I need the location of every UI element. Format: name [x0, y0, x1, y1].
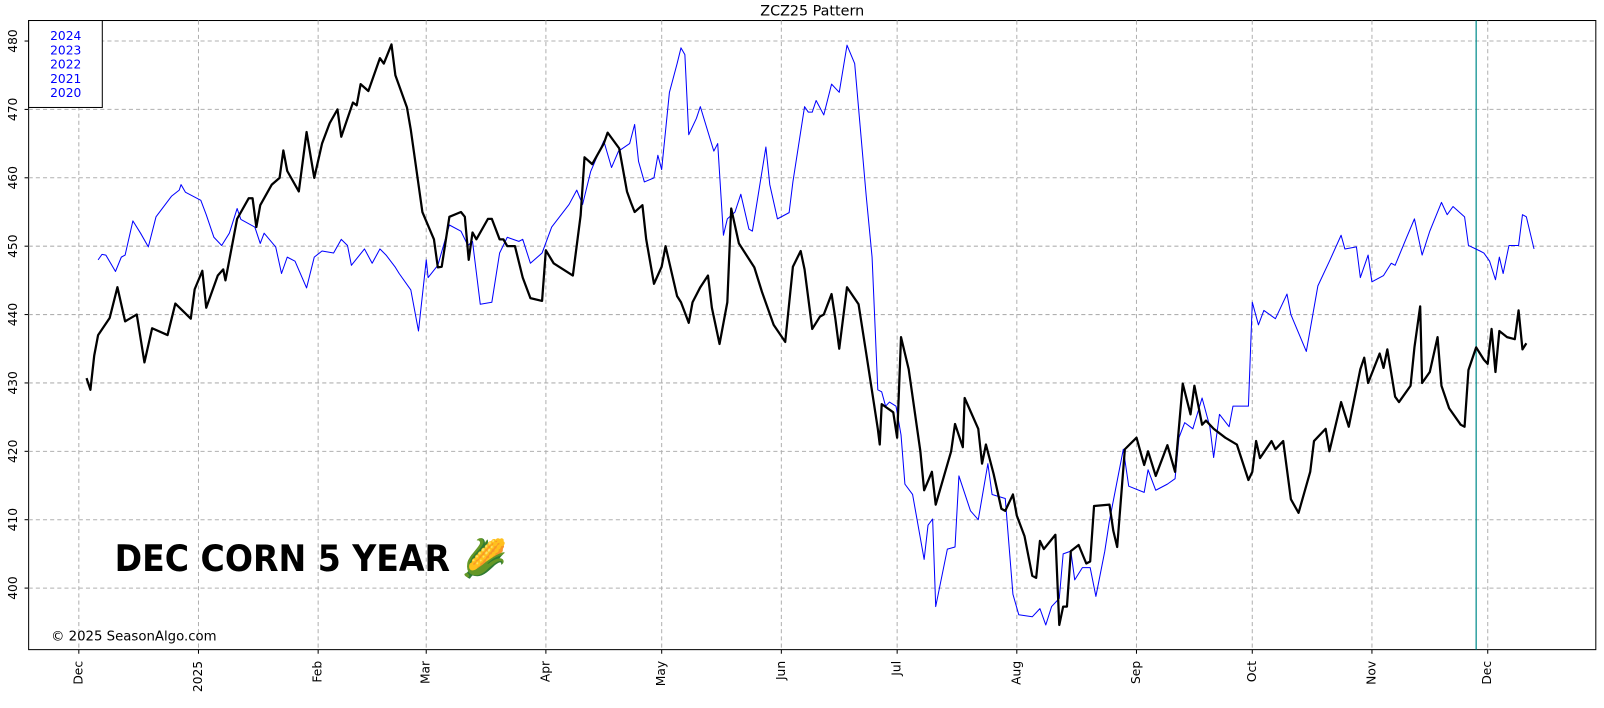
legend-entry: 2023 — [50, 43, 81, 57]
x-tick-label: Oct — [1245, 661, 1259, 682]
credit: © 2025 SeasonAlgo.com — [51, 629, 216, 644]
x-tick-label: Jun — [774, 661, 788, 681]
y-tick-label: 470 — [6, 98, 20, 121]
lines — [85, 20, 1535, 650]
y-tick-label: 400 — [6, 576, 20, 599]
x-tick-label: Mar — [419, 660, 433, 684]
y-tick-label: 480 — [6, 29, 20, 52]
annotation: DEC CORN 5 YEAR 🌽 — [115, 536, 508, 580]
legend-entry: 2024 — [50, 29, 81, 43]
x-tick-label: 2025 — [191, 661, 205, 692]
x-tick-label: Sep — [1129, 661, 1143, 684]
y-tick-label: 430 — [6, 371, 20, 394]
legend-entry: 2022 — [50, 58, 81, 72]
chart-title: ZCZ25 Pattern — [760, 3, 864, 19]
y-tick-label: 420 — [6, 440, 20, 463]
x-tick-label: May — [654, 661, 668, 686]
x-tick-label: Dec — [71, 661, 85, 685]
y-tick-label: 440 — [6, 303, 20, 326]
y-tick-label: 460 — [6, 166, 20, 189]
x-tick-label: Feb — [311, 661, 325, 683]
grid — [28, 20, 1596, 650]
x-tick-label: Nov — [1364, 661, 1378, 685]
legend-entry: 2020 — [50, 86, 81, 100]
x-tick-label: Jul — [890, 661, 904, 677]
series-line — [97, 44, 1535, 626]
x-tick-label: Aug — [1009, 661, 1023, 685]
y-tick-label: 410 — [6, 508, 20, 531]
legend-entry: 2021 — [50, 72, 81, 86]
plot-frame — [28, 20, 1597, 651]
y-tick-label: 450 — [6, 234, 20, 257]
series-line — [85, 43, 1528, 627]
legend-box — [28, 20, 103, 108]
x-tick-label: Apr — [538, 660, 552, 682]
x-tick-label: Dec — [1480, 661, 1494, 685]
